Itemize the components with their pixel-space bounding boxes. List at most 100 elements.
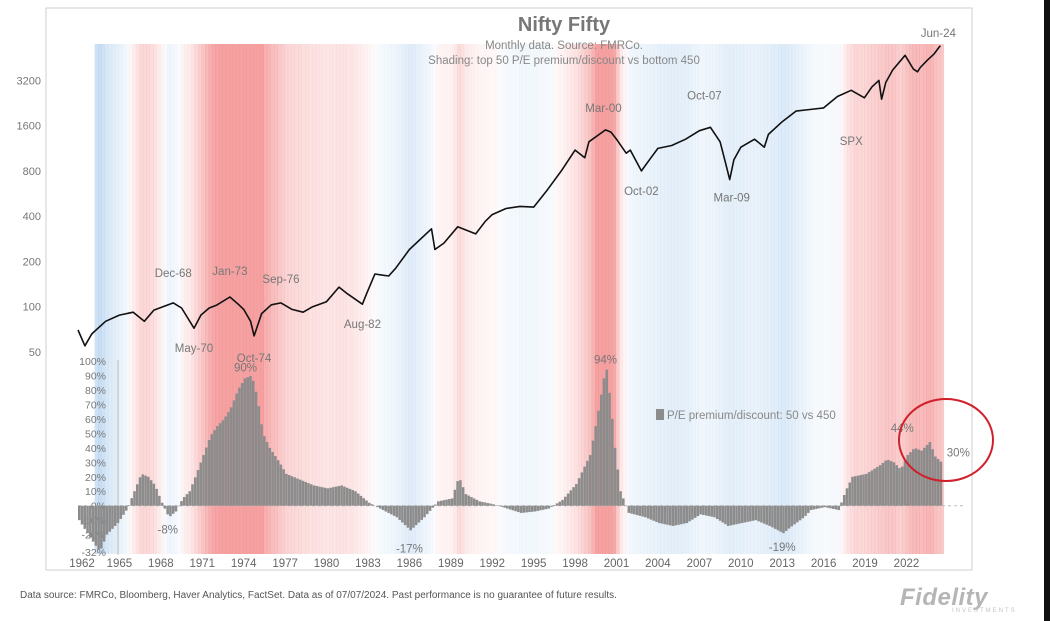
premium-bar [713,505,716,518]
premium-bar [525,505,528,513]
shading-stripe [615,44,620,554]
premium-bar [862,474,865,506]
premium-bar [448,499,451,506]
annotation-upper: SPX [840,136,863,148]
shading-stripe [98,44,102,554]
shading-stripe [795,44,800,554]
premium-bar [699,505,702,515]
premium-bar [605,369,609,506]
shading-stripe [111,44,116,554]
shading-stripe [132,44,137,554]
shading-stripe [346,44,351,554]
premium-bar [740,505,744,524]
highlight-circle [898,398,994,482]
premium-bar [182,497,186,506]
premium-bar [122,505,125,515]
premium-bar [564,496,567,506]
y-tick-label: 400 [23,211,41,223]
shading-stripe [429,44,434,554]
shading-stripe [325,44,330,554]
premium-bar [751,505,755,521]
premium-bar [301,480,305,506]
premium-bar [757,505,760,522]
premium-bar [431,505,435,508]
premium-bar [97,505,100,550]
x-tick-label: 1968 [148,558,174,570]
premium-bar [760,505,763,523]
shading-stripe [736,44,741,554]
shading-stripe [519,44,523,554]
shading-stripe [477,44,482,554]
shading-stripe [888,44,893,554]
x-tick-label: 1995 [521,558,547,570]
premium-bar [260,424,263,506]
premium-bar [257,406,261,506]
premium-bar [213,430,216,506]
premium-bar [793,505,796,525]
shading-stripe [218,44,223,554]
premium-bar [193,477,197,506]
y-tick-label: 100 [23,302,41,314]
premium-bar [116,505,120,524]
annotation-upper: Oct-07 [687,90,722,102]
shading-stripe [322,44,327,554]
fidelity-logo: Fidelity [900,584,988,612]
shading-stripe [926,44,931,554]
premium-bar [900,466,904,506]
premium-bar [500,505,504,507]
premium-bar [887,459,890,506]
premium-bar [370,504,374,506]
shading-stripe [829,44,834,554]
premium-bar [359,495,363,506]
premium-bar [638,505,642,516]
shading-stripe [401,44,406,554]
premium-bar [158,495,161,506]
premium-bar [100,505,103,549]
shading-stripe [840,44,844,554]
premium-bar [395,505,399,518]
premium-bar [663,505,667,525]
shading-stripe [912,44,917,554]
shading-stripe [118,44,123,554]
premium-bar [506,505,509,509]
premium-bar [202,455,205,506]
shading-stripe [180,44,185,554]
premium-bar [608,392,611,506]
shading-stripe [864,44,869,554]
shading-stripe [301,44,306,554]
annotation-upper: Dec-68 [155,268,192,280]
shading-stripe [847,44,851,554]
shading-stripe [194,44,199,554]
premium-bar [696,505,700,517]
x-tick-label: 1998 [562,558,588,570]
premium-bar [873,468,876,506]
shading-stripe [836,44,841,554]
shading-stripe [398,44,403,554]
premium-bar [912,449,915,506]
shading-stripe [129,44,133,554]
shading-stripe [636,44,641,554]
shading-stripe [370,44,375,554]
shading-stripe [222,44,227,554]
premium-bar [809,505,813,511]
shading-stripe [595,44,599,554]
premium-bar [657,505,661,524]
shading-stripe [898,44,903,554]
premium-bar [489,503,493,506]
premium-bar [790,505,794,527]
shading-stripe [187,44,192,554]
shading-stripe [860,44,865,554]
premium-bar [174,505,178,512]
shading-stripe [598,44,603,554]
shading-stripe [778,44,782,554]
shading-stripe [101,44,106,554]
shading-stripe [436,44,441,554]
shading-stripe [532,44,537,554]
premium-bar [539,505,542,511]
premium-bar [840,502,843,506]
shading-stripe [149,44,154,554]
premium-bar [917,449,921,506]
premium-bar [390,505,393,515]
shading-stripe [691,44,696,554]
shading-stripe [902,44,907,554]
